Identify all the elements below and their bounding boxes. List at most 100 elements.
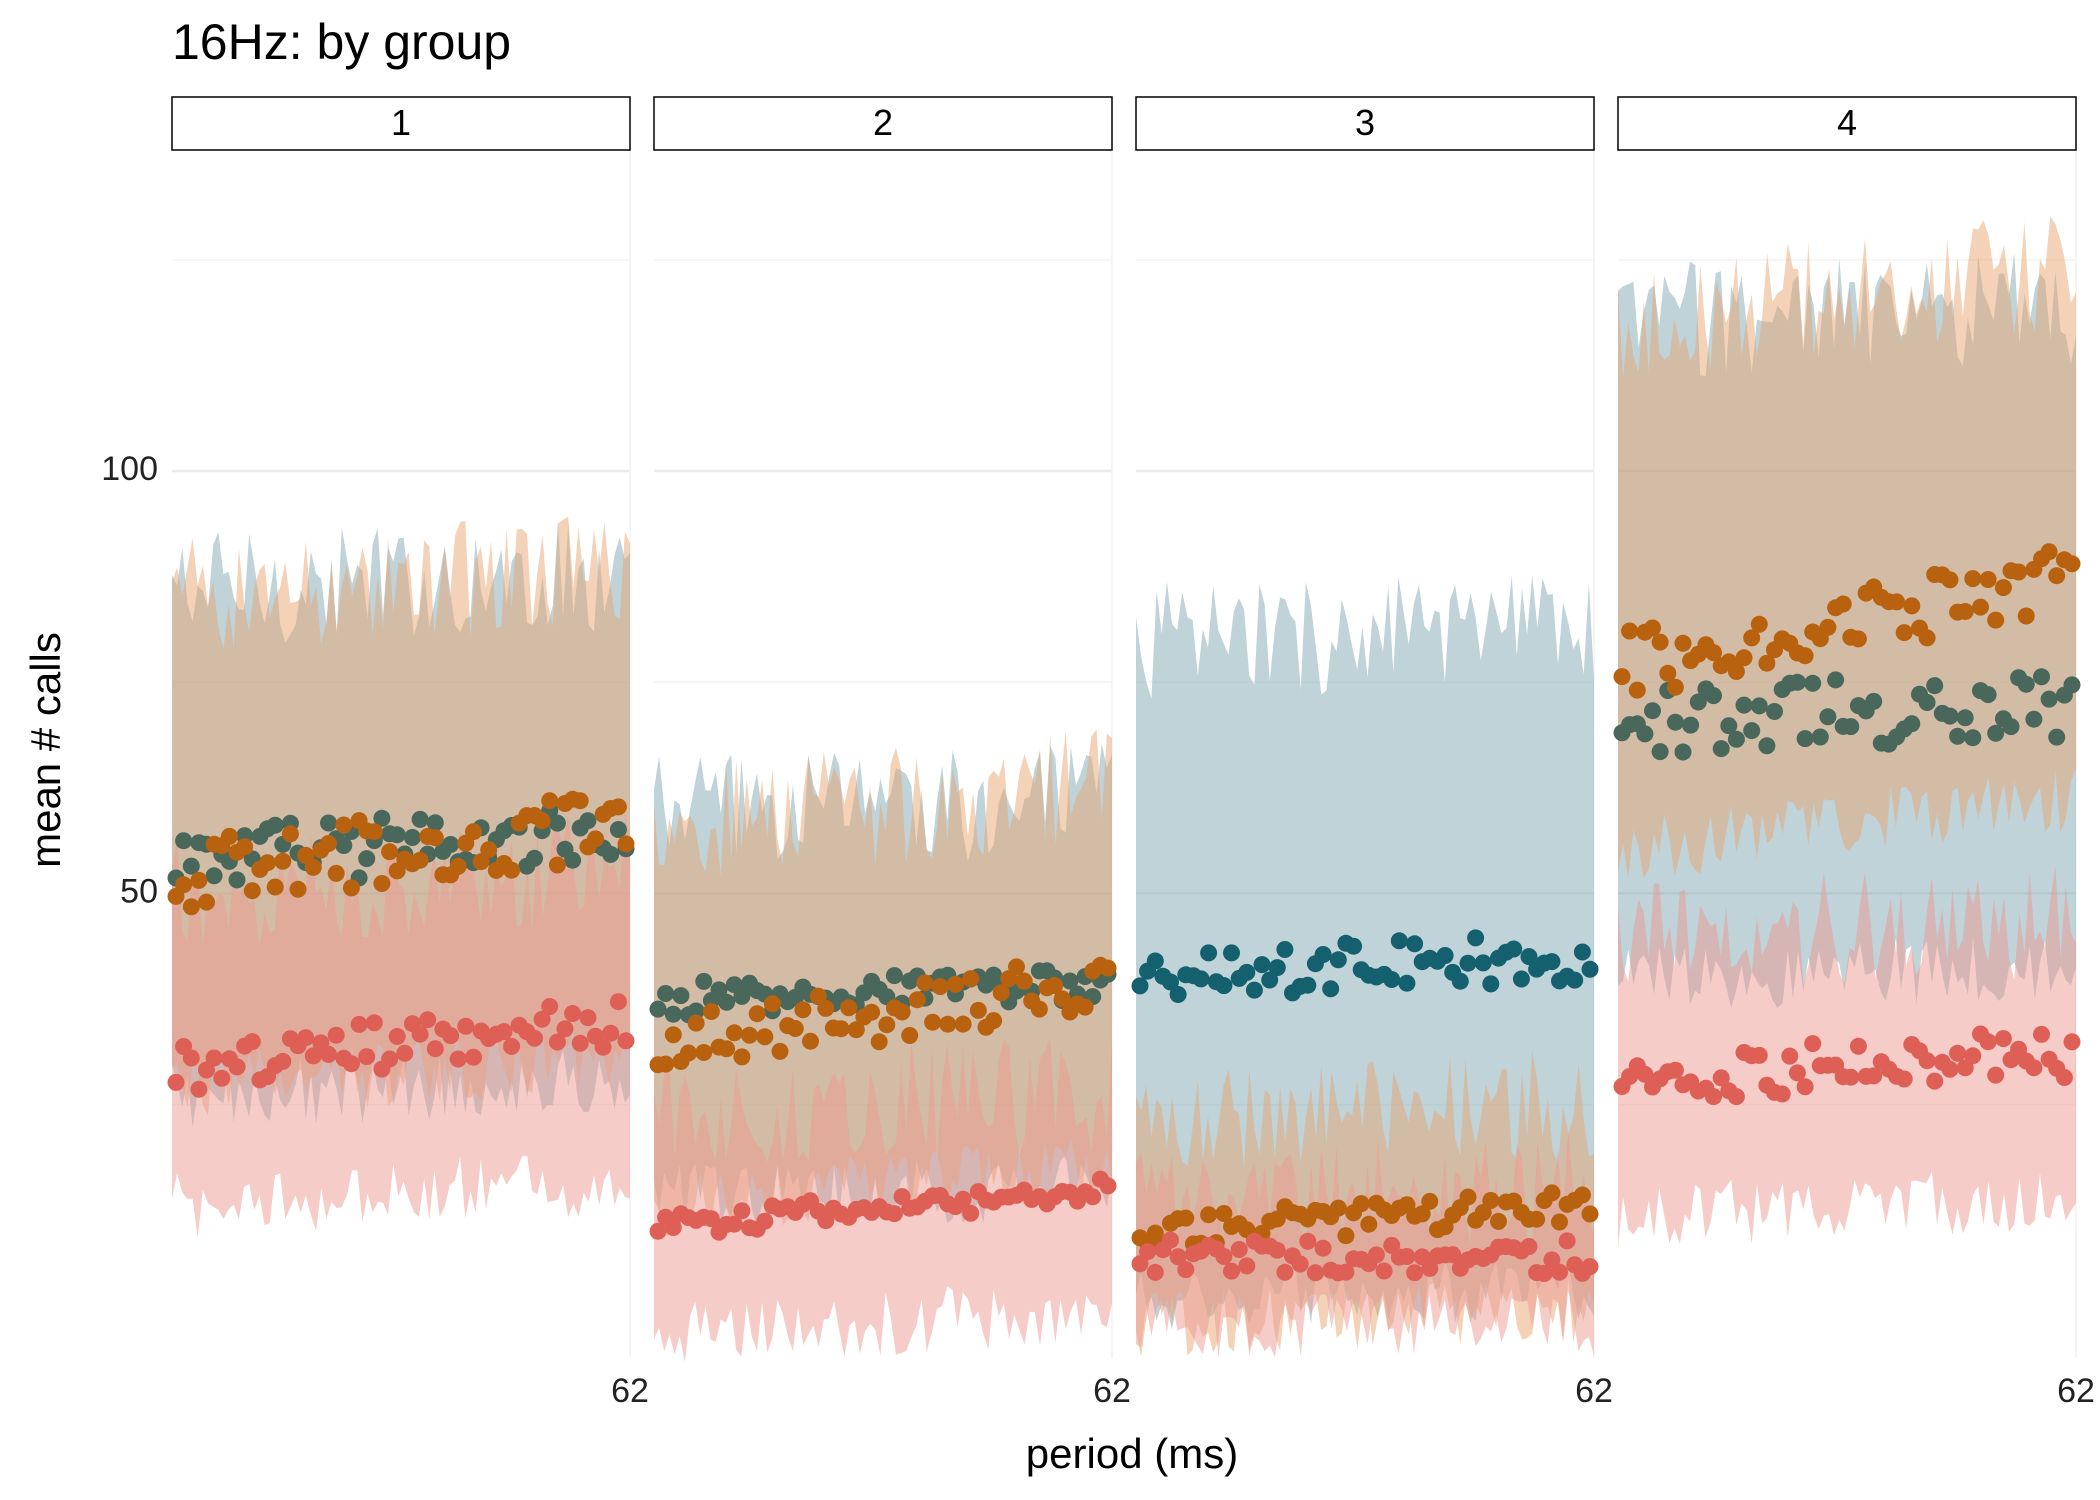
data-point bbox=[885, 1205, 903, 1223]
data-point bbox=[1215, 977, 1233, 995]
data-point bbox=[702, 1210, 720, 1228]
data-point bbox=[1375, 1262, 1393, 1280]
data-point bbox=[1987, 724, 2005, 742]
data-point bbox=[1941, 1060, 1959, 1078]
ribbon bbox=[1136, 1131, 1594, 1358]
data-point bbox=[1674, 743, 1692, 761]
data-point bbox=[1238, 1257, 1256, 1275]
data-point bbox=[817, 999, 835, 1017]
data-point bbox=[847, 1021, 865, 1039]
data-point bbox=[1979, 1033, 1997, 1051]
data-point bbox=[870, 1033, 888, 1051]
data-point bbox=[1949, 1044, 1967, 1062]
data-point bbox=[358, 1048, 376, 1066]
data-point bbox=[1474, 954, 1492, 972]
data-point bbox=[863, 1003, 881, 1021]
data-point bbox=[1987, 1066, 2005, 1084]
data-point bbox=[2033, 1025, 2050, 1043]
data-point bbox=[2055, 1069, 2073, 1086]
data-point bbox=[1743, 722, 1761, 740]
data-point bbox=[556, 1020, 574, 1038]
data-point bbox=[1053, 990, 1071, 1008]
data-point bbox=[449, 1050, 467, 1068]
data-point bbox=[885, 967, 903, 985]
data-point bbox=[617, 1032, 635, 1050]
x-tick-label: 62 bbox=[1575, 1372, 1613, 1410]
data-point bbox=[1223, 1262, 1240, 1280]
data-point bbox=[350, 1015, 368, 1033]
data-point bbox=[1467, 929, 1485, 947]
data-point bbox=[1964, 1047, 1982, 1065]
data-point bbox=[664, 1219, 682, 1236]
data-point bbox=[992, 984, 1010, 1002]
data-point bbox=[832, 1020, 850, 1038]
data-point bbox=[1329, 951, 1347, 969]
data-point bbox=[695, 1044, 713, 1061]
data-point bbox=[733, 987, 751, 1005]
data-point bbox=[403, 829, 421, 846]
data-point bbox=[2017, 675, 2035, 693]
data-point bbox=[1169, 986, 1187, 1003]
data-point bbox=[1238, 963, 1256, 981]
data-point bbox=[649, 1222, 667, 1240]
data-point bbox=[1230, 1241, 1248, 1258]
data-point bbox=[1666, 1061, 1684, 1079]
data-point bbox=[541, 792, 559, 810]
data-point bbox=[1046, 977, 1064, 994]
data-point bbox=[213, 1069, 231, 1087]
data-point bbox=[1796, 730, 1814, 748]
data-point bbox=[411, 810, 429, 828]
data-point bbox=[1383, 971, 1401, 988]
data-point bbox=[1444, 1246, 1462, 1264]
data-point bbox=[579, 1009, 597, 1027]
data-point bbox=[1329, 1199, 1347, 1217]
data-point bbox=[365, 1014, 383, 1032]
data-point bbox=[1551, 1213, 1568, 1231]
data-point bbox=[1659, 664, 1677, 682]
data-point bbox=[1644, 702, 1661, 720]
data-point bbox=[1177, 1209, 1195, 1227]
data-point bbox=[1804, 1035, 1822, 1053]
data-point bbox=[1084, 1188, 1102, 1206]
data-point bbox=[1804, 674, 1822, 692]
data-point bbox=[947, 975, 964, 993]
data-point bbox=[657, 1055, 675, 1073]
data-point bbox=[449, 857, 467, 875]
data-point bbox=[342, 879, 360, 897]
data-point bbox=[702, 1003, 720, 1020]
data-point bbox=[687, 1014, 705, 1032]
data-point bbox=[771, 1042, 789, 1060]
data-point bbox=[1994, 579, 2012, 597]
data-point bbox=[2063, 676, 2081, 694]
data-point bbox=[840, 999, 858, 1017]
data-point bbox=[2063, 555, 2081, 573]
data-point bbox=[190, 1080, 208, 1098]
data-point bbox=[1367, 1246, 1385, 1264]
data-point bbox=[718, 1040, 736, 1058]
data-point bbox=[1819, 618, 1837, 636]
data-point bbox=[786, 1020, 804, 1037]
data-point bbox=[1682, 716, 1700, 734]
data-point bbox=[571, 1034, 589, 1052]
data-point bbox=[2025, 710, 2043, 728]
data-point bbox=[1994, 1030, 2012, 1048]
data-point bbox=[1520, 948, 1538, 966]
data-point bbox=[1964, 570, 1982, 588]
data-point bbox=[1636, 725, 1654, 743]
data-point bbox=[1903, 715, 1921, 733]
data-point bbox=[1436, 947, 1454, 964]
data-point bbox=[1613, 668, 1631, 686]
data-point bbox=[175, 832, 193, 850]
data-point bbox=[320, 814, 337, 832]
data-point bbox=[664, 1026, 682, 1044]
data-point bbox=[327, 1026, 345, 1044]
data-point bbox=[1306, 1264, 1324, 1282]
data-point bbox=[1276, 941, 1294, 958]
data-point bbox=[1299, 976, 1317, 994]
data-point bbox=[495, 1023, 513, 1041]
data-point bbox=[1888, 593, 1906, 611]
data-point bbox=[1030, 1000, 1048, 1018]
data-point bbox=[1956, 603, 1974, 620]
data-point bbox=[733, 1048, 751, 1066]
data-point bbox=[1781, 1047, 1799, 1065]
